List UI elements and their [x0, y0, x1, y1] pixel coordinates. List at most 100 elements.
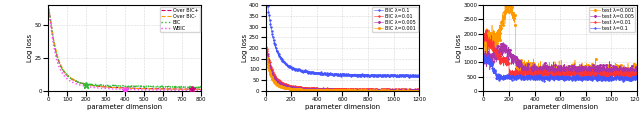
- Over BIC-: [44, 8, 52, 9]
- BIC λ=0.01: [282, 84, 290, 86]
- WBIC: [114, 88, 122, 90]
- BIC λ=0.001: [346, 90, 353, 91]
- Line: WBIC: WBIC: [48, 8, 202, 90]
- WBIC: [198, 90, 205, 91]
- Over BIC+: [114, 87, 122, 88]
- BIC λ=0.1: [314, 73, 321, 75]
- BIC λ=0.005: [409, 90, 417, 91]
- Over BIC+: [198, 88, 205, 90]
- test λ=0.001: [506, 3, 513, 4]
- test λ=0.001: [480, 34, 488, 36]
- test λ=0.005: [564, 72, 572, 73]
- BIC λ=0.001: [314, 89, 321, 91]
- test λ=0.01: [595, 79, 603, 80]
- test λ=0.001: [547, 67, 554, 69]
- test λ=0.1: [547, 76, 554, 78]
- Line: BIC: BIC: [48, 5, 202, 88]
- test λ=0.005: [561, 67, 568, 68]
- Over BIC+: [134, 88, 142, 89]
- Over BIC+: [44, 7, 52, 8]
- BIC λ=0.001: [415, 90, 423, 91]
- BIC λ=0.01: [415, 89, 423, 90]
- BIC λ=0.001: [328, 90, 336, 91]
- test λ=0.01: [633, 74, 640, 75]
- Legend: BIC λ=0.1, BIC λ=0.01, BIC λ=0.005, BIC λ=0.001: BIC λ=0.1, BIC λ=0.01, BIC λ=0.005, BIC …: [372, 7, 418, 32]
- BIC: [44, 4, 52, 6]
- test λ=0.01: [564, 73, 572, 75]
- BIC: [72, 80, 79, 81]
- test λ=0.01: [480, 33, 488, 35]
- BIC λ=0.005: [346, 89, 353, 90]
- BIC λ=0.001: [342, 89, 350, 91]
- test λ=0.001: [564, 71, 572, 73]
- BIC: [84, 84, 92, 86]
- test λ=0.1: [484, 53, 492, 55]
- BIC λ=0.01: [314, 88, 321, 89]
- test λ=0.005: [500, 46, 508, 47]
- Over BIC-: [147, 88, 154, 90]
- Legend: test λ=0.001, test λ=0.005, test λ=0.01, test λ=0.1: test λ=0.001, test λ=0.005, test λ=0.01,…: [589, 7, 636, 32]
- test λ=0.1: [579, 81, 586, 83]
- BIC λ=0.01: [288, 86, 296, 87]
- BIC: [114, 85, 122, 87]
- test λ=0.1: [480, 56, 488, 58]
- X-axis label: parameter dimension: parameter dimension: [523, 104, 598, 110]
- Over BIC+: [159, 88, 167, 90]
- BIC λ=0.01: [413, 89, 421, 91]
- Line: test λ=0.001: test λ=0.001: [483, 0, 637, 80]
- Line: BIC λ=0.01: BIC λ=0.01: [265, 46, 420, 91]
- Y-axis label: Log loss: Log loss: [456, 34, 462, 62]
- test λ=0.1: [561, 76, 568, 78]
- WBIC: [159, 89, 167, 91]
- test λ=0.1: [564, 77, 572, 78]
- test λ=0.005: [499, 42, 507, 43]
- Line: test λ=0.01: test λ=0.01: [483, 29, 638, 80]
- test λ=0.01: [506, 72, 513, 73]
- WBIC: [72, 83, 79, 84]
- test λ=0.01: [561, 72, 568, 74]
- BIC: [147, 86, 154, 87]
- BIC λ=0.005: [415, 89, 423, 91]
- BIC λ=0.01: [262, 46, 269, 47]
- test λ=0.005: [607, 76, 614, 78]
- test λ=0.001: [561, 67, 568, 68]
- X-axis label: parameter dimension: parameter dimension: [87, 104, 162, 110]
- Line: BIC λ=0.001: BIC λ=0.001: [265, 56, 420, 92]
- BIC λ=0.001: [282, 87, 290, 89]
- test λ=0.01: [500, 57, 508, 59]
- WBIC: [44, 7, 52, 9]
- BIC λ=0.1: [394, 76, 402, 78]
- BIC λ=0.001: [262, 56, 269, 57]
- BIC λ=0.1: [346, 74, 353, 76]
- BIC λ=0.005: [282, 86, 290, 87]
- Line: Over BIC+: Over BIC+: [48, 8, 202, 89]
- BIC λ=0.1: [328, 73, 336, 75]
- BIC λ=0.1: [415, 75, 423, 76]
- BIC λ=0.1: [282, 65, 290, 66]
- Line: BIC λ=0.1: BIC λ=0.1: [265, 0, 420, 78]
- BIC λ=0.005: [328, 89, 336, 90]
- WBIC: [147, 89, 154, 91]
- BIC λ=0.01: [328, 88, 336, 90]
- Over BIC-: [114, 87, 122, 89]
- test λ=0.001: [500, 16, 508, 18]
- test λ=0.005: [506, 56, 513, 58]
- test λ=0.005: [531, 69, 539, 71]
- BIC: [159, 86, 167, 88]
- Over BIC-: [159, 88, 167, 90]
- X-axis label: parameter dimension: parameter dimension: [305, 104, 380, 110]
- Line: Over BIC-: Over BIC-: [48, 9, 202, 89]
- BIC λ=0.005: [288, 87, 296, 88]
- BIC λ=0.001: [288, 88, 296, 90]
- Over BIC-: [198, 89, 205, 90]
- Over BIC-: [72, 80, 79, 81]
- test λ=0.01: [483, 30, 490, 31]
- test λ=0.005: [547, 69, 554, 71]
- test λ=0.005: [633, 71, 640, 72]
- Y-axis label: Log loss: Log loss: [241, 34, 248, 62]
- WBIC: [84, 86, 92, 87]
- test λ=0.01: [547, 71, 554, 72]
- test λ=0.1: [500, 77, 508, 79]
- test λ=0.001: [633, 69, 640, 71]
- BIC λ=0.1: [288, 67, 296, 69]
